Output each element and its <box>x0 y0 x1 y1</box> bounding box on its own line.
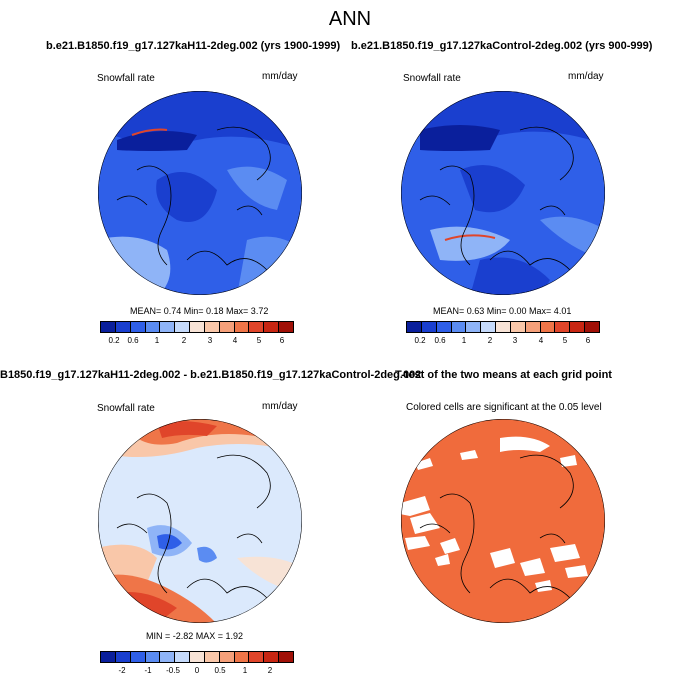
panel-1-title: b.e21.B1850.f19_g17.127kaH11-2deg.002 (y… <box>46 40 341 52</box>
panel-1-tick: 5 <box>256 336 262 345</box>
panel-1-variable-label: Snowfall rate <box>97 73 155 84</box>
panel-3-tick: -1 <box>144 666 152 675</box>
panel-1-colorbar <box>100 321 294 333</box>
panel-4-significance-label: Colored cells are significant at the 0.0… <box>406 402 602 413</box>
panel-2-tick: 0.6 <box>434 336 446 345</box>
panel-3-tick: 0 <box>194 666 200 675</box>
panel-3-map <box>98 419 302 623</box>
panel-3-colorbar <box>100 651 294 663</box>
panel-1-units-label: mm/day <box>262 71 298 82</box>
panel-3-units-label: mm/day <box>262 401 298 412</box>
panel-2-map <box>401 91 605 295</box>
panel-2-tick: 6 <box>585 336 591 345</box>
panel-3-tick: 2 <box>267 666 273 675</box>
panel-3-tick: 1 <box>242 666 248 675</box>
panel-2-tick: 4 <box>538 336 544 345</box>
panel-3-tick: -0.5 <box>166 666 180 675</box>
panel-3-stats: MIN = -2.82 MAX = 1.92 <box>146 631 244 641</box>
panel-1-tick: 2 <box>181 336 187 345</box>
panel-2-stats: MEAN= 0.63 Min= 0.00 Max= 4.01 <box>433 306 572 316</box>
panel-4-title: T-test of the two means at each grid poi… <box>395 369 612 381</box>
panel-2-variable-label: Snowfall rate <box>403 73 461 84</box>
panel-2-units-label: mm/day <box>568 71 604 82</box>
panel-1-tick: 0.6 <box>127 336 139 345</box>
panel-2-tick: 0.2 <box>414 336 426 345</box>
panel-1-tick: 0.2 <box>108 336 120 345</box>
panel-3-title: B1850.f19_g17.127kaH11-2deg.002 - b.e21.… <box>0 369 422 381</box>
figure-title: ANN <box>328 8 372 30</box>
panel-2-tick: 5 <box>562 336 568 345</box>
panel-1-tick: 3 <box>207 336 213 345</box>
panel-3-tick: -2 <box>118 666 126 675</box>
panel-3-variable-label: Snowfall rate <box>97 403 155 414</box>
panel-1-tick: 1 <box>154 336 160 345</box>
panel-2-tick: 3 <box>512 336 518 345</box>
panel-1-tick: 4 <box>232 336 238 345</box>
panel-2-title: b.e21.B1850.f19_g17.127kaControl-2deg.00… <box>351 40 653 52</box>
panel-3-tick: 0.5 <box>214 666 226 675</box>
panel-4-map <box>401 419 605 623</box>
panel-2-tick: 1 <box>461 336 467 345</box>
panel-2-colorbar <box>406 321 600 333</box>
panel-1-stats: MEAN= 0.74 Min= 0.18 Max= 3.72 <box>130 306 269 316</box>
panel-1-map <box>98 91 302 295</box>
panel-2-tick: 2 <box>487 336 493 345</box>
panel-1-tick: 6 <box>279 336 285 345</box>
